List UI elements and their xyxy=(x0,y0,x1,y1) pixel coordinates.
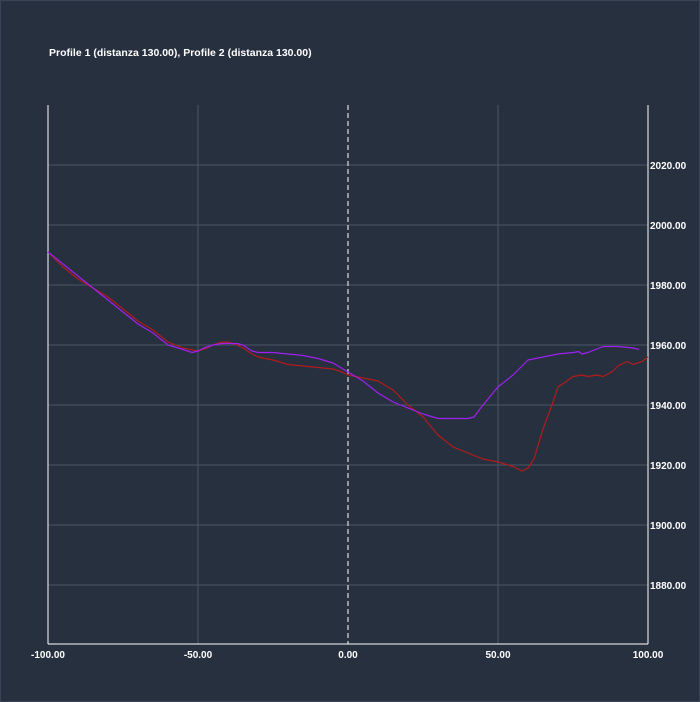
y-tick-label: 1960.00 xyxy=(650,341,687,352)
y-tick-label: 1940.00 xyxy=(650,401,687,412)
y-tick-label: 1900.00 xyxy=(650,521,687,532)
y-tick-label: 2020.00 xyxy=(650,161,687,172)
x-tick-label: 0.00 xyxy=(338,650,358,661)
chart-title: Profile 1 (distanza 130.00), Profile 2 (… xyxy=(49,47,312,59)
y-tick-label: 2000.00 xyxy=(650,221,687,232)
y-tick-label: 1880.00 xyxy=(650,581,687,592)
y-tick-label: 1980.00 xyxy=(650,281,687,292)
y-tick-label: 1920.00 xyxy=(650,461,687,472)
x-tick-label: -100.00 xyxy=(31,650,65,661)
series-line-1 xyxy=(47,251,649,472)
x-tick-label: -50.00 xyxy=(184,650,213,661)
series-line-2 xyxy=(47,251,640,420)
x-tick-label: 50.00 xyxy=(485,650,510,661)
tick-labels: 1880.00 1900.00 1920.00 1940.00 1960.00 1980.… xyxy=(31,161,687,661)
series-lines xyxy=(47,251,649,472)
x-tick-label: 100.00 xyxy=(633,650,664,661)
axes xyxy=(47,105,649,645)
